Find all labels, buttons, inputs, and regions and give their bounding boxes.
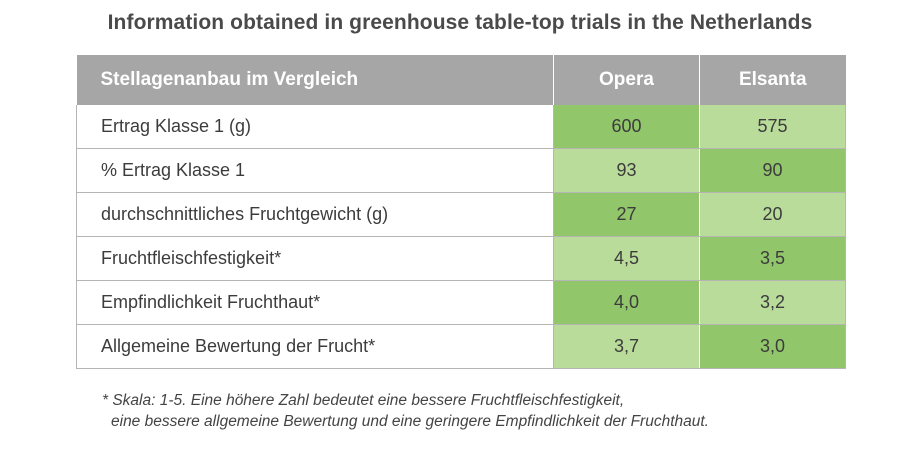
- opera-value: 27: [553, 192, 700, 237]
- table-row: Fruchtfleischfestigkeit* 4,5 3,5: [76, 236, 846, 281]
- header-opera: Opera: [553, 55, 700, 105]
- opera-value: 600: [553, 105, 700, 149]
- elsanta-value: 575: [699, 105, 846, 149]
- page-title: Information obtained in greenhouse table…: [107, 11, 813, 34]
- elsanta-value: 20: [699, 192, 846, 237]
- table-row: Empfindlichkeit Fruchthaut* 4,0 3,2: [76, 280, 846, 325]
- table-row: Allgemeine Bewertung der Frucht* 3,7 3,0: [76, 324, 846, 369]
- elsanta-value: 3,0: [699, 324, 846, 369]
- table-row: % Ertrag Klasse 1 93 90: [76, 148, 846, 193]
- elsanta-value: 90: [699, 148, 846, 193]
- table-row: Ertrag Klasse 1 (g) 600 575: [76, 105, 846, 149]
- header-comparison: Stellagenanbau im Vergleich: [76, 55, 554, 105]
- header-elsanta: Elsanta: [699, 55, 846, 105]
- opera-value: 4,0: [553, 280, 700, 325]
- elsanta-value: 3,5: [699, 236, 846, 281]
- footnote: * Skala: 1-5. Eine höhere Zahl bedeutet …: [102, 390, 709, 432]
- opera-value: 93: [553, 148, 700, 193]
- row-label: Allgemeine Bewertung der Frucht*: [76, 324, 554, 369]
- table-header-row: Stellagenanbau im Vergleich Opera Elsant…: [76, 55, 846, 105]
- opera-value: 3,7: [553, 324, 700, 369]
- footnote-line-2: eine bessere allgemeine Bewertung und ei…: [111, 413, 709, 430]
- elsanta-value: 3,2: [699, 280, 846, 325]
- row-label: Fruchtfleischfestigkeit*: [76, 236, 554, 281]
- row-label: % Ertrag Klasse 1: [76, 148, 554, 193]
- opera-value: 4,5: [553, 236, 700, 281]
- table-row: durchschnittliches Fruchtgewicht (g) 27 …: [76, 192, 846, 237]
- row-label: durchschnittliches Fruchtgewicht (g): [76, 192, 554, 237]
- footnote-line-1: * Skala: 1-5. Eine höhere Zahl bedeutet …: [102, 392, 625, 409]
- row-label: Empfindlichkeit Fruchthaut*: [76, 280, 554, 325]
- comparison-table: Stellagenanbau im Vergleich Opera Elsant…: [76, 55, 846, 369]
- row-label: Ertrag Klasse 1 (g): [76, 105, 554, 149]
